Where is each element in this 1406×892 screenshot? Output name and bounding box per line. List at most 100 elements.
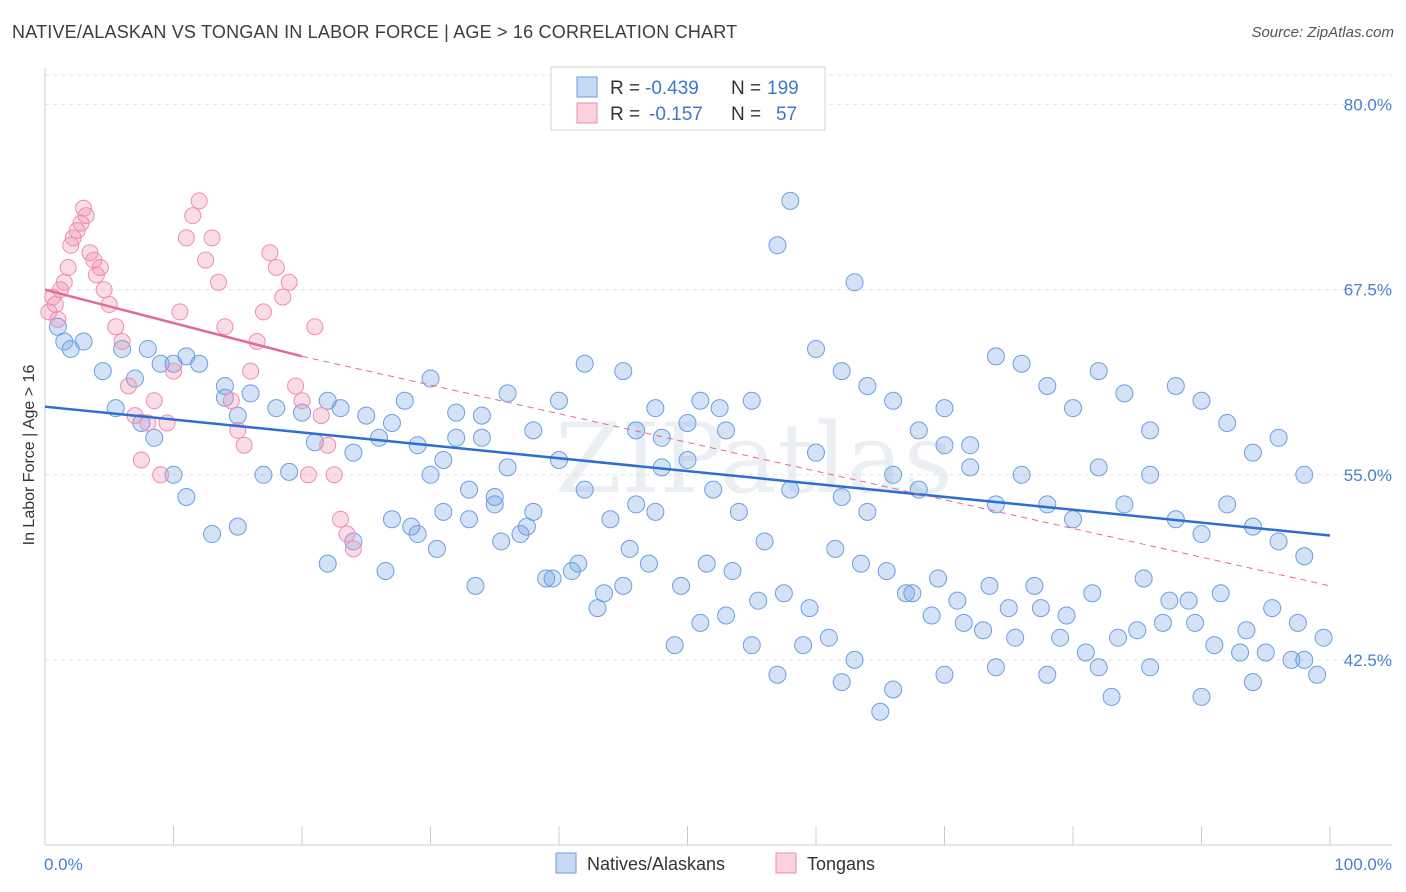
axes [44, 68, 1392, 846]
y-tick-label-3: 80.0% [1344, 96, 1392, 115]
natives-point-110 [807, 339, 825, 358]
natives-point-32 [575, 480, 594, 499]
bottom-legend-tongans: Tongans [807, 854, 875, 874]
tongans-point-17 [95, 281, 113, 299]
legend-n-value-2: 57 [776, 104, 797, 125]
legend-r-value-1: -0.439 [645, 78, 699, 99]
tongans-point-56 [344, 540, 362, 558]
natives-point-65 [254, 465, 273, 484]
y-tick-label-1: 55.0% [1344, 466, 1392, 485]
natives-point-167 [768, 665, 787, 684]
tongans-point-20 [113, 333, 131, 351]
natives-point-137 [614, 362, 633, 381]
natives-point-98 [1031, 599, 1050, 618]
natives-point-172 [896, 584, 915, 603]
natives-point-123 [1141, 421, 1160, 440]
natives-point-190 [884, 680, 903, 699]
natives-point-80 [569, 554, 588, 573]
natives-point-155 [460, 510, 479, 529]
tongans-point-36 [216, 318, 234, 336]
natives-point-174 [948, 591, 967, 610]
natives-point-175 [974, 621, 993, 640]
natives-point-92 [877, 562, 896, 581]
natives-point-75 [427, 539, 446, 558]
natives-point-102 [1134, 569, 1153, 588]
natives-point-121 [1089, 362, 1108, 381]
bottom-legend: Natives/Alaskans Tongans [555, 852, 875, 874]
natives-point-177 [1025, 576, 1044, 595]
tongans-point-2 [46, 296, 64, 314]
natives-point-33 [601, 510, 620, 529]
tongans-trend-line [44, 288, 303, 358]
natives-point-134 [710, 399, 729, 418]
natives-point-59 [1269, 532, 1288, 551]
natives-point-131 [781, 191, 800, 210]
y-axis-label: In Labor Force | Age > 16 [21, 365, 38, 546]
natives-point-116 [961, 436, 980, 455]
natives-point-85 [697, 554, 716, 573]
tongans-point-21 [120, 377, 138, 395]
tongans-point-53 [325, 466, 343, 484]
x-tick-label-1: 100.0% [1334, 855, 1392, 874]
natives-point-19 [331, 399, 350, 418]
natives-point-107 [1263, 599, 1282, 618]
natives-point-42 [832, 488, 851, 507]
natives-point-128 [1269, 428, 1288, 447]
natives-point-34 [627, 495, 646, 514]
natives-point-113 [884, 391, 903, 410]
tongans-point-54 [332, 510, 350, 528]
natives-point-178 [1051, 628, 1070, 647]
legend-r-value-2: -0.157 [649, 104, 703, 125]
natives-point-115 [935, 399, 954, 418]
natives-point-41 [807, 443, 825, 462]
natives-point-111 [832, 362, 851, 381]
natives-point-149 [717, 421, 736, 440]
natives-point-140 [524, 421, 543, 440]
natives-point-93 [903, 584, 922, 603]
chart-source: Source: ZipAtlas.com [1251, 24, 1394, 41]
natives-point-9 [151, 354, 170, 373]
natives-point-1 [55, 332, 74, 351]
natives-point-180 [1102, 687, 1121, 706]
natives-point-152 [382, 510, 401, 529]
natives-point-158 [537, 569, 556, 588]
natives-point-97 [1006, 628, 1025, 647]
natives-point-68 [177, 488, 196, 507]
natives-point-108 [1288, 613, 1307, 632]
natives-point-143 [447, 428, 466, 447]
natives-point-156 [485, 495, 504, 514]
tongans-point-48 [293, 392, 311, 410]
natives-point-129 [1295, 465, 1314, 484]
natives-point-142 [472, 406, 491, 425]
natives-point-106 [1237, 621, 1256, 640]
tongans-point-26 [152, 466, 170, 484]
tongans-point-34 [203, 229, 221, 247]
tongans-point-55 [338, 525, 356, 543]
natives-point-20 [357, 406, 376, 425]
natives-point-47 [961, 458, 980, 477]
natives-point-127 [1243, 443, 1262, 462]
tongans-point-43 [261, 244, 279, 262]
natives-point-36 [678, 451, 697, 469]
natives-point-179 [1076, 643, 1095, 662]
natives-point-188 [1308, 665, 1327, 684]
natives-point-162 [639, 554, 658, 573]
natives-point-103 [1160, 591, 1179, 610]
natives-point-17 [293, 403, 311, 422]
natives-point-114 [909, 421, 928, 440]
tongans-point-52 [319, 436, 337, 454]
tongans-point-6 [59, 259, 77, 276]
natives-point-53 [1115, 495, 1134, 514]
y-tick-label-2: 67.5% [1344, 281, 1392, 300]
natives-point-159 [562, 562, 581, 581]
tongans-point-24 [139, 414, 157, 432]
natives-point-96 [980, 576, 999, 595]
natives-point-44 [884, 465, 903, 484]
natives-point-136 [646, 399, 665, 418]
natives-point-51 [1064, 510, 1082, 529]
tongans-point-30 [177, 229, 195, 247]
natives-point-60 [1295, 547, 1314, 566]
natives-point-119 [1038, 376, 1057, 395]
tick-labels: 42.5% 55.0% 67.5% 80.0% 0.0% 100.0% [44, 96, 1392, 874]
